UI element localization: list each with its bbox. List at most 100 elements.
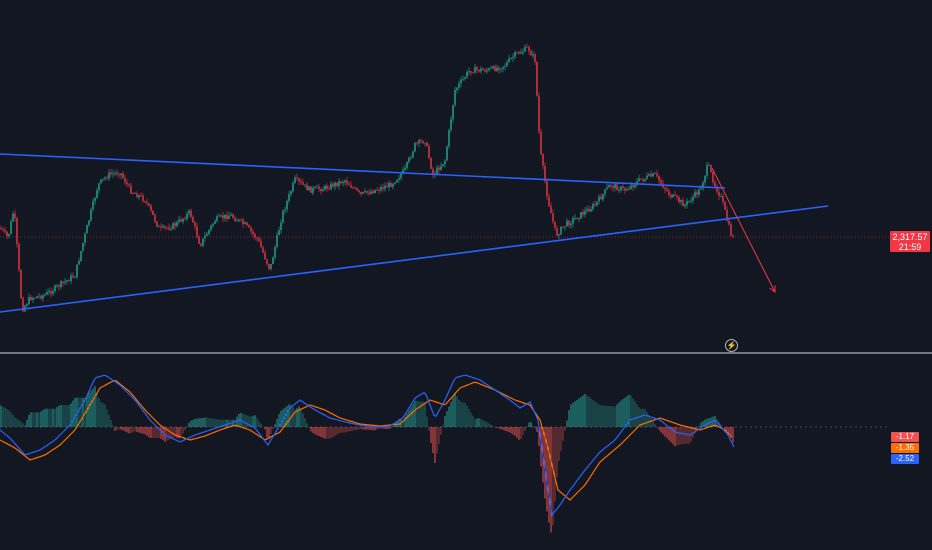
histogram-bar xyxy=(584,394,586,427)
histogram-bar xyxy=(518,427,520,440)
histogram-bar xyxy=(440,427,442,435)
histogram-bar xyxy=(160,427,162,439)
histogram-bar xyxy=(594,401,596,427)
candle-body xyxy=(216,216,218,221)
candle-body xyxy=(136,193,138,198)
histogram-bar xyxy=(250,416,252,427)
histogram-bar xyxy=(166,427,168,441)
histogram-bar xyxy=(568,410,570,427)
histogram-bar xyxy=(156,427,158,438)
candle-body xyxy=(270,264,272,269)
histogram-bar xyxy=(562,427,564,441)
histogram-bar xyxy=(122,427,124,431)
candle-body xyxy=(614,184,616,188)
candle-body xyxy=(706,165,708,176)
histogram-bar xyxy=(24,424,26,427)
histogram-bar xyxy=(124,427,126,432)
candle-body xyxy=(562,226,564,228)
lightning-bolt-icon[interactable]: ⚡ xyxy=(725,339,738,352)
histogram-bar xyxy=(670,427,672,443)
candle-body xyxy=(304,184,306,186)
histogram-bar xyxy=(314,427,316,435)
candle-body xyxy=(206,234,208,236)
histogram-bar xyxy=(698,425,700,428)
histogram-bar xyxy=(200,418,202,427)
histogram-bar xyxy=(190,420,192,427)
candle-body xyxy=(402,169,404,174)
histogram-bar xyxy=(702,421,704,427)
candle-body xyxy=(164,226,166,228)
histogram-bar xyxy=(106,409,108,427)
histogram-bar xyxy=(316,427,318,436)
candle-body xyxy=(458,83,460,88)
candle-body xyxy=(182,218,184,222)
histogram-bar xyxy=(682,427,684,445)
candle-body xyxy=(256,237,258,239)
histogram-bar xyxy=(512,427,514,435)
histogram-bar xyxy=(474,418,476,427)
histogram-bar xyxy=(222,419,224,427)
candle-body xyxy=(320,189,322,192)
candle-body xyxy=(664,187,666,190)
candle-body xyxy=(210,225,212,230)
candle-body xyxy=(368,192,370,194)
candle-body xyxy=(512,57,514,59)
candle-body xyxy=(218,215,220,217)
histogram-bar xyxy=(102,403,104,427)
candle-body xyxy=(12,213,14,222)
candle-body xyxy=(78,261,80,265)
histogram-bar xyxy=(600,405,602,427)
histogram-bar xyxy=(596,402,598,427)
histogram-bar xyxy=(264,427,266,430)
histogram-bar xyxy=(236,416,238,427)
candle-body xyxy=(374,189,376,194)
candle-body xyxy=(594,204,596,206)
histogram-bar xyxy=(248,416,250,427)
candle-body xyxy=(130,185,132,194)
candle-body xyxy=(324,185,326,190)
histogram-bar xyxy=(558,427,560,461)
candle-body xyxy=(198,236,200,244)
histogram-bar xyxy=(712,416,714,427)
candle-body xyxy=(228,215,230,219)
histogram-bar xyxy=(550,427,552,533)
candle-body xyxy=(52,291,54,294)
candle-body xyxy=(646,175,648,179)
candle-body xyxy=(252,231,254,234)
histogram-bar xyxy=(144,427,146,435)
candle-body xyxy=(598,196,600,202)
histogram-bar xyxy=(18,420,20,427)
histogram-bar xyxy=(534,427,536,429)
candle-body xyxy=(618,190,620,191)
candle-body xyxy=(700,188,702,190)
candle-body xyxy=(436,167,438,175)
candle-body xyxy=(578,218,580,220)
histogram-bar xyxy=(460,401,462,427)
histogram-bar xyxy=(38,412,40,427)
histogram-bar xyxy=(50,408,52,427)
histogram-bar xyxy=(42,410,44,427)
candle-body xyxy=(144,201,146,202)
candle-body xyxy=(224,214,226,219)
candle-body xyxy=(440,166,442,171)
histogram-bar xyxy=(376,427,378,430)
projection-arrow[interactable] xyxy=(711,167,776,293)
histogram-bar xyxy=(132,427,134,433)
candle-body xyxy=(318,186,320,190)
histogram-bar xyxy=(94,386,96,427)
candle-body xyxy=(150,205,152,211)
candle-body xyxy=(138,195,140,198)
histogram-bar xyxy=(408,410,410,427)
lower-trendline[interactable] xyxy=(0,205,829,313)
histogram-bar xyxy=(422,401,424,427)
candle-body xyxy=(64,281,66,283)
histogram-bar xyxy=(700,422,702,427)
candle-body xyxy=(442,164,444,166)
candle-body xyxy=(180,219,182,222)
candle-body xyxy=(190,210,192,217)
candle-body xyxy=(596,201,598,206)
candle-body xyxy=(260,241,262,248)
upper-trendline[interactable] xyxy=(0,153,726,189)
